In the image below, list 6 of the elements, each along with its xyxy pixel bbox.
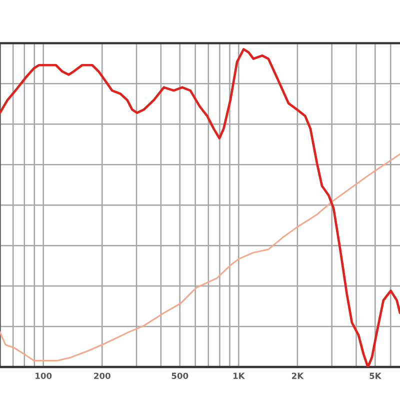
- x-tick-label: 1K: [233, 372, 246, 379]
- x-tick-label: 5K: [370, 372, 382, 380]
- x-tick-label: 2K: [292, 372, 304, 379]
- x-tick-label: 500: [172, 372, 188, 380]
- x-tick-label: 100: [36, 372, 52, 380]
- x-tick-label: 200: [94, 372, 110, 380]
